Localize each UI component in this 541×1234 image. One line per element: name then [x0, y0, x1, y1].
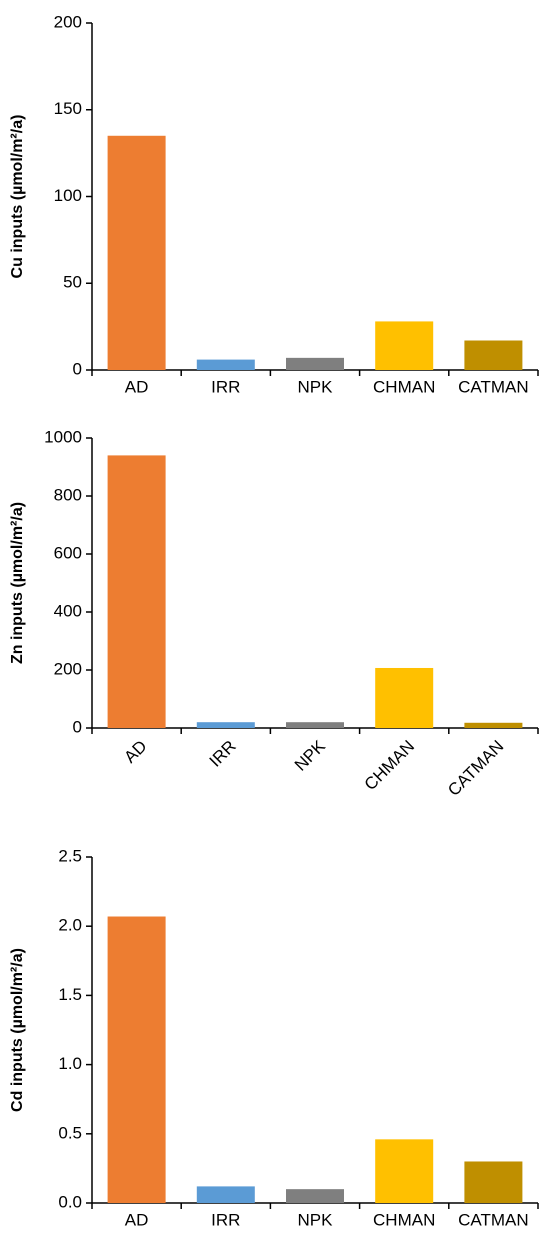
- y-tick-label: 0.0: [58, 1192, 82, 1211]
- bar: [375, 321, 434, 370]
- x-tick-label: IRR: [211, 377, 240, 396]
- bar: [196, 1186, 255, 1203]
- y-axis-label: Cd inputs (µmol/m²/a): [9, 948, 26, 1112]
- x-tick-label: IRR: [206, 737, 240, 771]
- x-tick-label: CATMAN: [458, 1210, 529, 1229]
- x-tick-label: AD: [120, 737, 150, 767]
- bar: [464, 722, 523, 728]
- y-tick-label: 1.0: [58, 1054, 82, 1073]
- x-tick-label: AD: [125, 377, 149, 396]
- x-tick-label: CHMAN: [373, 377, 435, 396]
- y-tick-label: 2.5: [58, 846, 82, 865]
- x-tick-label: IRR: [211, 1210, 240, 1229]
- bar: [196, 722, 255, 728]
- bar: [196, 359, 255, 370]
- y-tick-label: 800: [54, 485, 82, 504]
- y-axis-label: Zn inputs (µmol/m²/a): [9, 502, 26, 664]
- x-tick-label: CATMAN: [458, 377, 529, 396]
- y-tick-label: 200: [54, 12, 82, 31]
- y-tick-label: 0: [73, 359, 82, 378]
- x-tick-label: NPK: [298, 1210, 334, 1229]
- x-tick-label: CATMAN: [444, 737, 507, 800]
- y-tick-label: 0.5: [58, 1123, 82, 1142]
- bar: [464, 340, 523, 370]
- y-tick-label: 600: [54, 543, 82, 562]
- y-tick-label: 1000: [44, 427, 82, 446]
- y-tick-label: 50: [63, 273, 82, 292]
- bar: [286, 357, 344, 370]
- y-tick-label: 100: [54, 186, 82, 205]
- x-tick-label: CHMAN: [373, 1210, 435, 1229]
- y-axis-label: Cu inputs (µmol/m²/a): [9, 115, 26, 279]
- bar: [375, 667, 434, 728]
- bar: [107, 135, 166, 370]
- bar: [107, 455, 166, 728]
- bar: [107, 916, 166, 1203]
- y-tick-label: 0: [73, 717, 82, 736]
- bar: [286, 722, 344, 728]
- bar: [375, 1139, 434, 1203]
- x-tick-label: AD: [125, 1210, 149, 1229]
- bar: [464, 1161, 523, 1203]
- y-tick-label: 200: [54, 659, 82, 678]
- y-tick-label: 2.0: [58, 916, 82, 935]
- x-tick-label: NPK: [291, 736, 330, 775]
- x-tick-label: NPK: [298, 377, 334, 396]
- bar: [286, 1189, 344, 1203]
- x-tick-label: CHMAN: [361, 737, 419, 795]
- y-tick-label: 150: [54, 99, 82, 118]
- y-tick-label: 1.5: [58, 985, 82, 1004]
- y-tick-label: 400: [54, 601, 82, 620]
